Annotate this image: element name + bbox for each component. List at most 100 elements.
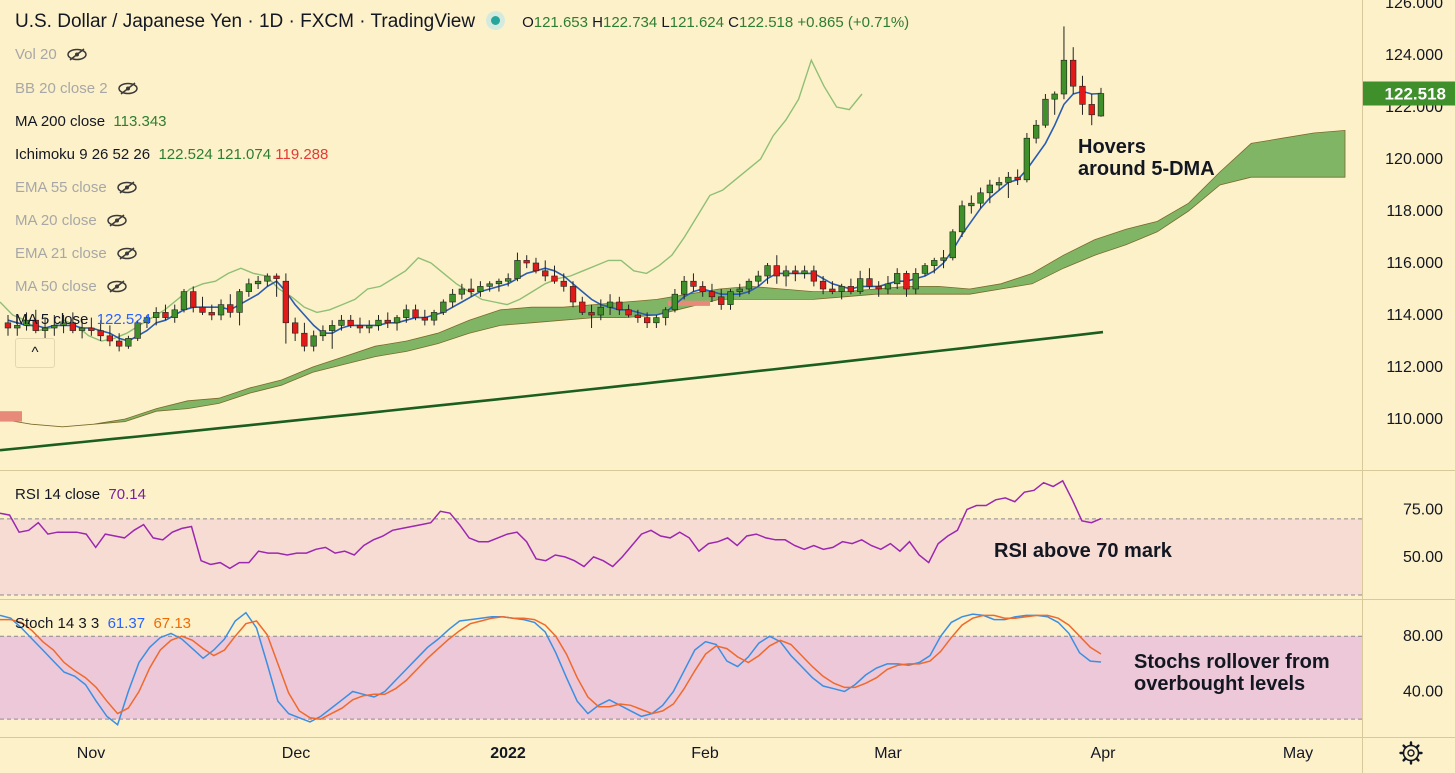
candle <box>78 320 86 339</box>
candle <box>597 299 604 321</box>
low-value: 121.624 <box>669 14 724 31</box>
candle <box>949 229 956 261</box>
candle <box>875 281 882 297</box>
stoch-tick-label: 40.00 <box>1403 684 1443 701</box>
candle-body <box>856 278 864 292</box>
candle <box>1051 91 1058 115</box>
time-tick-label: Mar <box>874 745 902 762</box>
eye-crossed-icon[interactable] <box>117 82 139 95</box>
time-tick-label: Apr <box>1091 745 1117 762</box>
candle-body <box>162 312 169 318</box>
candle-body <box>893 273 901 285</box>
candle-body <box>597 306 604 316</box>
candle-body <box>421 317 428 321</box>
candle-body <box>486 283 493 287</box>
legend-stoch[interactable]: Stoch 14 3 3 61.37 67.13 <box>15 615 192 632</box>
candle <box>718 289 725 310</box>
candle <box>134 320 141 341</box>
candle-body <box>384 319 391 324</box>
candle-body <box>78 327 86 331</box>
candle <box>532 257 540 274</box>
legend-ema55[interactable]: EMA 55 close <box>15 179 138 196</box>
candle-body <box>291 322 299 334</box>
legend-ma200[interactable]: MA 200 close 113.343 <box>15 113 167 130</box>
close-value: 122.518 <box>739 14 794 31</box>
time-tick-label: 2022 <box>490 745 526 762</box>
candle <box>366 320 373 334</box>
symbol-title[interactable]: U.S. Dollar / Japanese Yen · 1D · FXCM ·… <box>15 11 476 32</box>
candle-body <box>227 304 234 313</box>
candle <box>23 312 30 331</box>
eye-crossed-icon[interactable] <box>106 280 128 293</box>
candle <box>921 263 929 276</box>
candle <box>430 309 438 326</box>
price-tick-label: 114.000 <box>1386 307 1443 324</box>
candle-body <box>977 192 984 204</box>
candle <box>199 296 206 315</box>
candle <box>190 286 197 313</box>
candle-body <box>912 273 919 290</box>
candle-body <box>875 286 882 290</box>
legend-ema21[interactable]: EMA 21 close <box>15 245 138 262</box>
candle <box>60 315 67 334</box>
candle <box>97 320 104 341</box>
candle <box>708 283 716 302</box>
legend-ichimoku[interactable]: Ichimoku 9 26 52 26 122.524 121.074 119.… <box>15 146 329 163</box>
candle-body <box>449 293 456 303</box>
candle <box>847 278 854 295</box>
candle <box>69 312 76 334</box>
candle <box>51 315 58 336</box>
legend-ma50[interactable]: MA 50 close <box>15 278 128 295</box>
eye-crossed-icon[interactable] <box>66 48 88 61</box>
price-tick-label: 124.000 <box>1385 47 1443 64</box>
candle-body <box>718 296 725 305</box>
candle <box>504 273 512 287</box>
eye-crossed-icon[interactable] <box>106 214 128 227</box>
rsi-line <box>0 479 1102 570</box>
rsi-tick-label: 75.00 <box>1403 501 1443 518</box>
legend-bb[interactable]: BB 20 close 2 <box>15 80 139 97</box>
candle <box>838 283 845 300</box>
candle-body <box>1060 59 1068 95</box>
candle-body <box>477 286 484 292</box>
lagging-span-line <box>0 58 863 342</box>
candle <box>328 320 336 349</box>
candle-body <box>125 338 132 347</box>
candle-body <box>199 306 206 313</box>
candle <box>551 265 558 284</box>
candle-body <box>245 283 252 292</box>
candle <box>393 315 401 331</box>
candle-body <box>755 275 762 282</box>
stoch-d-line <box>0 614 1102 720</box>
candle <box>606 294 614 315</box>
candle-body <box>819 280 827 290</box>
eye-crossed-icon[interactable] <box>116 247 138 260</box>
legend-ma5[interactable]: MA 5 close 122.524 <box>15 311 151 328</box>
candle-body <box>14 325 21 329</box>
candle <box>458 283 465 300</box>
eye-crossed-icon[interactable] <box>116 181 138 194</box>
candle-body <box>69 322 76 331</box>
candle <box>569 281 577 308</box>
candle-body <box>606 301 614 308</box>
candle <box>125 335 132 349</box>
candle <box>1023 133 1030 183</box>
candle <box>1005 172 1012 198</box>
legend-ma20[interactable]: MA 20 close <box>15 212 128 229</box>
candle <box>680 276 688 300</box>
candle <box>727 289 734 310</box>
candle-body <box>680 280 688 295</box>
legend-vol[interactable]: Vol 20 <box>15 46 88 63</box>
collapse-legend-button[interactable]: ^ <box>15 338 55 368</box>
candle-body <box>32 319 39 331</box>
gear-icon[interactable] <box>1399 741 1423 765</box>
candle-body <box>616 301 623 311</box>
candle <box>217 299 225 321</box>
candle-body <box>495 280 503 285</box>
legend-rsi[interactable]: RSI 14 close 70.14 <box>15 486 146 503</box>
candle <box>412 304 419 321</box>
ma5-value: 122.524 <box>96 311 151 328</box>
candle <box>338 315 345 331</box>
chevron-up-icon: ^ <box>31 344 39 361</box>
rsi-tick-label: 50.00 <box>1403 549 1443 566</box>
